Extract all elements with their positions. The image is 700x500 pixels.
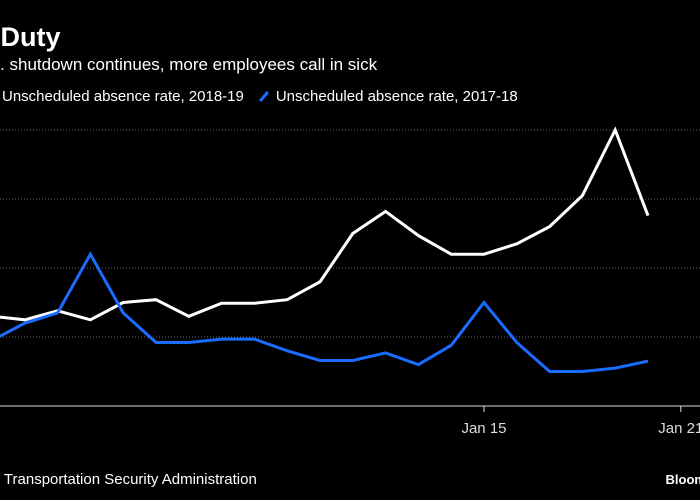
series-line-2018-19 [0, 126, 650, 322]
gridlines [0, 129, 700, 338]
legend-item-2018-19: Unscheduled absence rate, 2018-19 [0, 88, 244, 105]
x-tick-label: Jan 21 [658, 420, 700, 437]
series-lines [0, 126, 650, 373]
legend: Unscheduled absence rate, 2018-19 Unsche… [0, 88, 532, 105]
brand-logo: Bloom [665, 472, 700, 487]
legend-label-2018-19: Unscheduled absence rate, 2018-19 [2, 88, 244, 105]
chart-title: f Duty [0, 22, 61, 52]
legend-item-2017-18: Unscheduled absence rate, 2017-18 [258, 88, 518, 105]
series-line-2017-18 [0, 251, 649, 373]
chart-subtitle: .S. shutdown continues, more employees c… [0, 55, 378, 74]
x-tick-label: Jan 15 [461, 420, 506, 437]
legend-label-2017-18: Unscheduled absence rate, 2017-18 [275, 88, 518, 105]
source-note: ce: Transportation Security Administrati… [0, 471, 257, 488]
